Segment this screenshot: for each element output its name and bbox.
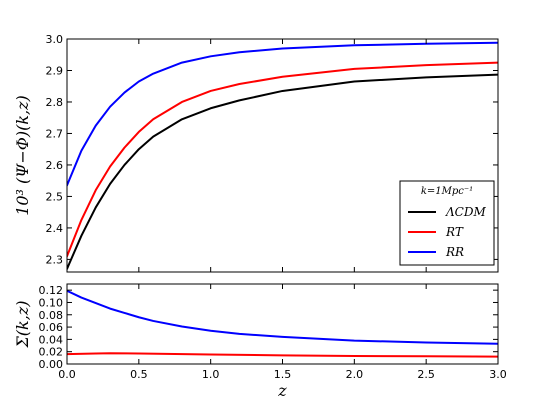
legend-entry-cdm: ΛCDM [445, 205, 486, 219]
bottom-y-tick-label: 0.12 [39, 284, 64, 297]
top-series-rr-line [67, 41, 498, 187]
bottom-x-tick-label: 1.0 [202, 368, 220, 381]
bottom-x-tick-label: 3.0 [489, 368, 507, 381]
bottom-y-tick-label: 0.10 [39, 296, 64, 309]
bottom-y-axis-label: Σ(k,z) [13, 300, 32, 348]
bottom-x-tick-label: 2.5 [417, 368, 435, 381]
top-y-axis-label: 10³ (Ψ−Φ)(k,z) [13, 95, 32, 216]
top-y-tick-label: 2.4 [46, 222, 64, 235]
top-y-tick-label: 2.6 [46, 159, 64, 172]
top-y-tick-label: 2.9 [46, 64, 64, 77]
top-y-tick-label: 2.7 [46, 127, 64, 140]
bottom-panel: 0.0 0.5 1.0 1.5 2.0 2.5 3.0 0.000.020.040.060.0… [13, 283, 507, 400]
bottom-x-axis-label: z [277, 381, 287, 400]
bottom-y-tick-label: 0.04 [39, 333, 64, 346]
top-panel: 2.3 2.4 2.5 2.6 2.7 2.8 2.9 3.0 10³ (Ψ−Φ)(k,z) k=… [13, 33, 499, 273]
bottom-series-rt-line [67, 352, 498, 358]
top-series-cdm-line [67, 73, 498, 270]
legend-entry-rt: RT [445, 225, 464, 239]
top-y-tick-label: 3.0 [46, 33, 64, 46]
top-y-tick-label: 2.8 [46, 96, 64, 109]
bottom-x-tick-label: 0.0 [58, 368, 76, 381]
bottom-y-tick-label: 0.08 [39, 309, 64, 322]
bottom-x-tick-label: 0.5 [130, 368, 148, 381]
bottom-x-tick-label: 1.5 [274, 368, 292, 381]
bottom-y-tick-label: 0.02 [39, 346, 64, 359]
top-y-tick-label: 2.5 [46, 190, 64, 203]
bottom-y-tick-label: 0.06 [39, 321, 64, 334]
bottom-series-rr-line [67, 289, 498, 345]
top-y-tick-label: 2.3 [46, 253, 64, 266]
bottom-x-tick-label: 2.0 [346, 368, 364, 381]
legend-entry-rr: RR [445, 245, 464, 259]
legend: k=1Mpc⁻¹ ΛCDM RT RR [399, 180, 495, 266]
bottom-y-tick-label: 0.00 [39, 358, 64, 371]
legend-title: k=1Mpc⁻¹ [421, 186, 473, 197]
top-series-rt-line [67, 61, 498, 258]
